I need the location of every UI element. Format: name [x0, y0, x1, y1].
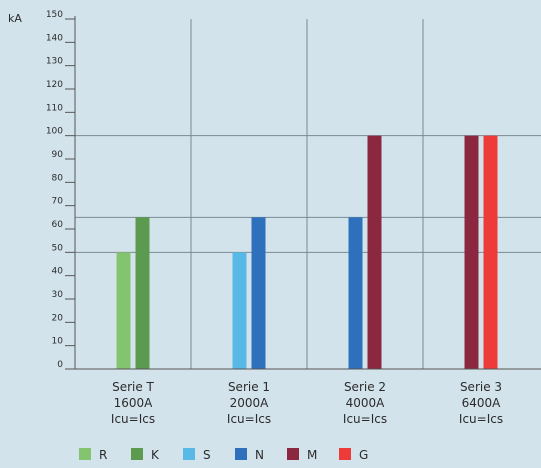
bar-N-cat-2 — [251, 217, 266, 369]
y-tick-label-140: 140 — [46, 33, 63, 43]
y-tick-label-90: 90 — [52, 150, 64, 160]
y-tick-label-110: 110 — [46, 103, 63, 113]
bar-N-cat-3 — [348, 217, 363, 369]
y-tick-label-40: 40 — [52, 267, 64, 277]
bar-G-cat-4 — [483, 135, 498, 369]
legend-label-K: K — [151, 448, 160, 462]
legend-label-R: R — [99, 448, 107, 462]
y-tick-label-0: 0 — [57, 360, 63, 370]
category-label-2-line-3: Icu=Ics — [227, 412, 271, 426]
y-tick-label-100: 100 — [46, 127, 63, 137]
category-label-2-line-1: Serie 1 — [228, 380, 270, 394]
category-label-1-line-1: Serie T — [112, 380, 154, 394]
legend-swatch-K — [131, 448, 143, 460]
y-tick-label-150: 150 — [46, 10, 63, 20]
y-tick-label-20: 20 — [52, 313, 64, 323]
legend-swatch-N — [235, 448, 247, 460]
bar-R-cat-1 — [116, 252, 131, 369]
category-label-1-line-2: 1600A — [114, 396, 154, 410]
bar-K-cat-1 — [135, 217, 150, 369]
bar-M-cat-4 — [464, 135, 479, 369]
y-tick-label-10: 10 — [52, 337, 64, 347]
legend-swatch-S — [183, 448, 195, 460]
legend-swatch-G — [339, 448, 351, 460]
category-dividers — [190, 19, 424, 369]
bars — [116, 135, 498, 369]
legend-label-G: G — [359, 448, 368, 462]
category-label-4-line-3: Icu=Ics — [459, 412, 503, 426]
legend-swatch-M — [287, 448, 299, 460]
category-label-3-line-1: Serie 2 — [344, 380, 386, 394]
legend-swatch-R — [79, 448, 91, 460]
y-tick-label-130: 130 — [46, 57, 63, 67]
y-axis: 0 10 20 30 40 50 60 70 80 90 100 110 120 130 140 150 — [46, 10, 541, 370]
category-label-1-line-3: Icu=Ics — [111, 412, 155, 426]
y-tick-label-120: 120 — [46, 80, 63, 90]
y-tick-label-30: 30 — [52, 290, 64, 300]
legend-label-M: M — [307, 448, 317, 462]
y-tick-label-80: 80 — [52, 173, 64, 183]
y-tick-label-70: 70 — [52, 197, 64, 207]
x-axis-labels: Serie T 1600A Icu=Ics Serie 1 2000A Icu=Ics Se… — [111, 380, 503, 426]
category-label-3-line-3: Icu=Ics — [343, 412, 387, 426]
y-axis-unit: kA — [8, 12, 22, 25]
category-label-4-line-2: 6400A — [462, 396, 502, 410]
category-label-4-line-1: Serie 3 — [460, 380, 502, 394]
category-label-2-line-2: 2000A — [230, 396, 270, 410]
legend-label-N: N — [255, 448, 264, 462]
bar-S-cat-2 — [232, 252, 247, 369]
reference-lines — [75, 135, 541, 253]
legend-label-S: S — [203, 448, 211, 462]
y-tick-label-50: 50 — [52, 243, 64, 253]
category-label-3-line-2: 4000A — [346, 396, 386, 410]
y-tick-label-60: 60 — [52, 220, 64, 230]
bar-M-cat-3 — [367, 135, 382, 369]
